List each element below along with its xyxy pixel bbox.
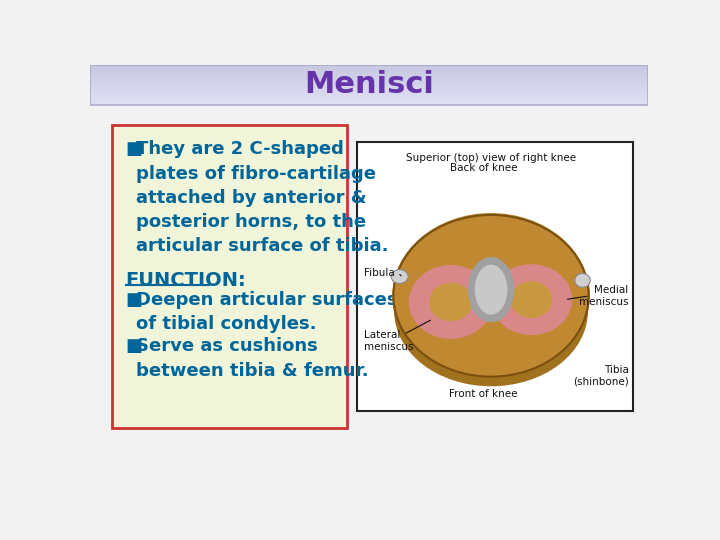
Bar bbox=[90, 82, 648, 83]
Text: They are 2 C-shaped
plates of fibro-cartilage
attached by anterior &
posterior h: They are 2 C-shaped plates of fibro-cart… bbox=[137, 140, 389, 255]
Text: FUNCTION:: FUNCTION: bbox=[126, 271, 246, 290]
Ellipse shape bbox=[392, 213, 590, 379]
Bar bbox=[90, 83, 648, 84]
Text: Superior (top) view of right knee: Superior (top) view of right knee bbox=[406, 153, 576, 163]
Bar bbox=[90, 102, 648, 103]
Text: ■: ■ bbox=[126, 291, 143, 309]
Bar bbox=[90, 91, 648, 92]
Text: Serve as cushions
between tibia & femur.: Serve as cushions between tibia & femur. bbox=[137, 338, 369, 380]
Text: Tibia
(shinbone): Tibia (shinbone) bbox=[573, 365, 629, 387]
Ellipse shape bbox=[409, 265, 492, 339]
Bar bbox=[90, 73, 648, 74]
Ellipse shape bbox=[490, 264, 572, 335]
Bar bbox=[90, 80, 648, 81]
Bar bbox=[90, 69, 648, 70]
Bar bbox=[90, 92, 648, 93]
Ellipse shape bbox=[575, 273, 590, 287]
Bar bbox=[90, 81, 648, 82]
Bar bbox=[90, 84, 648, 85]
Bar bbox=[90, 85, 648, 86]
Bar bbox=[90, 71, 648, 72]
Bar bbox=[90, 97, 648, 98]
Bar bbox=[90, 98, 648, 99]
Text: Menisci: Menisci bbox=[304, 70, 434, 99]
Text: Back of knee: Back of knee bbox=[449, 164, 517, 173]
Text: Medial
meniscus: Medial meniscus bbox=[579, 285, 629, 307]
Text: Front of knee: Front of knee bbox=[449, 389, 518, 399]
Bar bbox=[90, 68, 648, 69]
Bar bbox=[90, 74, 648, 75]
Ellipse shape bbox=[393, 215, 589, 377]
Bar bbox=[90, 101, 648, 102]
Bar bbox=[90, 88, 648, 89]
Bar bbox=[90, 77, 648, 78]
Bar bbox=[90, 95, 648, 96]
Bar bbox=[90, 99, 648, 100]
Bar bbox=[90, 65, 648, 105]
Text: Fibula: Fibula bbox=[364, 268, 395, 278]
Bar bbox=[90, 76, 648, 77]
Bar bbox=[90, 70, 648, 71]
Bar bbox=[90, 65, 648, 66]
Text: Deepen articular surfaces
of tibial condyles.: Deepen articular surfaces of tibial cond… bbox=[137, 291, 398, 334]
Bar bbox=[90, 79, 648, 80]
Bar bbox=[90, 67, 648, 68]
Bar bbox=[357, 142, 632, 411]
Ellipse shape bbox=[510, 281, 552, 318]
Bar bbox=[90, 103, 648, 104]
Text: ■: ■ bbox=[126, 140, 143, 158]
Bar bbox=[90, 75, 648, 76]
Bar bbox=[90, 78, 648, 79]
Bar bbox=[90, 100, 648, 101]
Text: Lateral
meniscus: Lateral meniscus bbox=[364, 330, 413, 352]
Bar bbox=[90, 86, 648, 87]
Ellipse shape bbox=[474, 265, 508, 315]
Bar bbox=[90, 66, 648, 67]
Bar bbox=[90, 104, 648, 105]
Ellipse shape bbox=[468, 257, 514, 322]
Bar bbox=[90, 90, 648, 91]
Ellipse shape bbox=[429, 283, 472, 321]
Bar bbox=[90, 96, 648, 97]
Bar bbox=[90, 93, 648, 94]
FancyBboxPatch shape bbox=[112, 125, 347, 428]
Bar bbox=[90, 89, 648, 90]
Text: ■: ■ bbox=[126, 338, 143, 355]
Ellipse shape bbox=[394, 236, 588, 386]
Bar bbox=[90, 94, 648, 95]
Ellipse shape bbox=[391, 269, 408, 284]
Bar bbox=[90, 72, 648, 73]
Bar bbox=[90, 87, 648, 88]
